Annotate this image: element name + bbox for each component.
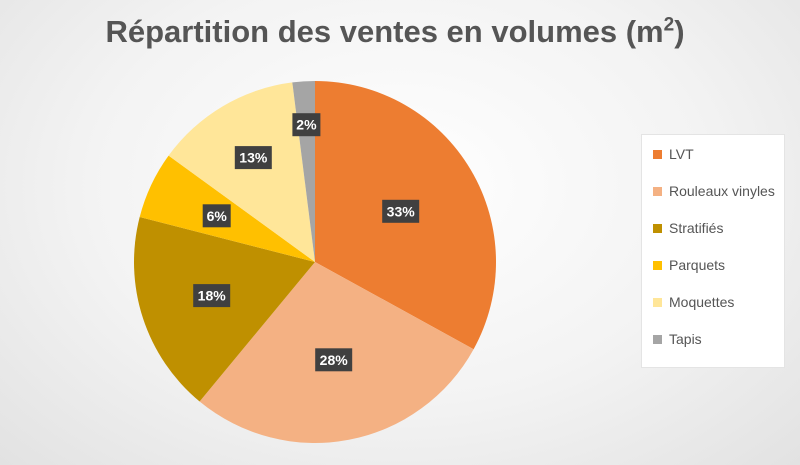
legend-swatch bbox=[653, 334, 662, 344]
data-label-box bbox=[234, 146, 272, 170]
legend-item-tapis: Tapis bbox=[642, 321, 784, 357]
data-label-tapis: 2% bbox=[292, 113, 321, 137]
legend-swatch bbox=[653, 260, 662, 270]
chart-title: Répartition des ventes en volumes (m2) bbox=[105, 14, 685, 49]
legend-item-parquets: Parquets bbox=[642, 247, 784, 283]
data-label-lvt: 33% bbox=[382, 199, 420, 223]
data-label-moquettes: 13% bbox=[234, 146, 272, 170]
legend-item-lvt: LVT bbox=[642, 136, 784, 172]
pie-slice-moquettes bbox=[168, 82, 315, 263]
legend-label: Moquettes bbox=[669, 294, 735, 310]
legend-label: LVT bbox=[669, 146, 694, 162]
data-label-box bbox=[292, 113, 321, 137]
legend-swatch bbox=[653, 223, 662, 233]
legend-item-moquettes: Moquettes bbox=[642, 284, 784, 320]
legend-swatch bbox=[653, 297, 662, 307]
data-label-text: 6% bbox=[207, 208, 228, 224]
legend-label: Stratifiés bbox=[669, 220, 724, 236]
data-label-text: 2% bbox=[296, 117, 317, 133]
chart-legend: LVT Rouleaux vinyles Stratifiés Parquets… bbox=[641, 134, 785, 368]
data-label-text: 18% bbox=[198, 288, 227, 304]
legend-label: Parquets bbox=[669, 257, 726, 273]
data-label-text: 28% bbox=[320, 352, 349, 368]
legend-label: Tapis bbox=[669, 331, 702, 347]
legend-item-stratifies: Stratifiés bbox=[642, 210, 784, 246]
legend-label: Rouleaux vinyles bbox=[669, 183, 775, 199]
pie-slice-stratifies bbox=[134, 216, 315, 402]
legend-swatch bbox=[653, 149, 662, 159]
data-label-text: 33% bbox=[387, 203, 416, 219]
data-label-box bbox=[202, 204, 231, 228]
legend-swatch bbox=[653, 186, 662, 196]
data-label-rouleaux-vinyles: 28% bbox=[315, 348, 353, 372]
legend-item-rouleaux-vinyles: Rouleaux vinyles bbox=[642, 173, 784, 209]
data-label-box bbox=[382, 199, 420, 223]
data-label-box bbox=[193, 284, 231, 308]
data-label-parquets: 6% bbox=[202, 204, 231, 228]
data-label-box bbox=[315, 348, 353, 372]
data-label-stratifies: 18% bbox=[193, 284, 231, 308]
data-label-text: 13% bbox=[239, 150, 268, 166]
